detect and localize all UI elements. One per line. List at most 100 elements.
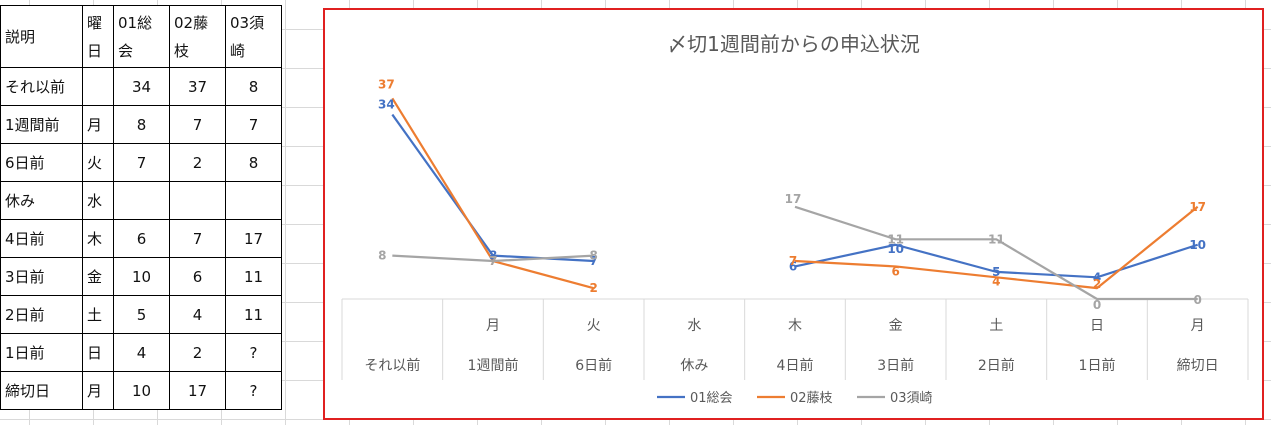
- table-cell[interactable]: [169, 181, 226, 220]
- table-cell[interactable]: 5: [113, 295, 170, 334]
- data-label: 37: [378, 77, 395, 91]
- table-cell[interactable]: それ以前: [0, 67, 83, 106]
- x-tick-label: 1日前: [1079, 357, 1116, 374]
- table-header-cell[interactable]: 説明: [0, 5, 83, 68]
- table-cell[interactable]: 4日前: [0, 219, 83, 258]
- table-cell[interactable]: 17: [225, 219, 282, 258]
- series-line-1: [391, 113, 594, 263]
- table-cell[interactable]: 木: [82, 219, 114, 258]
- table-row: 締切日月 10 17?: [0, 371, 282, 410]
- table-header-cell[interactable]: 曜日: [82, 5, 114, 68]
- table-cell[interactable]: ?: [225, 371, 282, 410]
- table-cell[interactable]: 3日前: [0, 257, 83, 296]
- series-line-1: [794, 243, 1199, 279]
- table-cell[interactable]: 2: [169, 143, 226, 182]
- table-cell[interactable]: 締切日: [0, 371, 83, 410]
- x-tick-label: 月: [486, 318, 500, 334]
- x-tick-label: 土: [989, 318, 1003, 334]
- table-cell[interactable]: 4: [169, 295, 226, 334]
- legend-label: 01総会: [690, 391, 733, 406]
- table-cell[interactable]: 日: [82, 333, 114, 372]
- x-tick-label: 2日前: [978, 357, 1015, 374]
- data-label: 11: [988, 232, 1005, 246]
- data-table: 説明 曜日 01総会 02藤枝 03須崎 それ以前 34 37 8 1週間前月 8 7 7 6日前火 7 2 8…: [0, 5, 282, 410]
- table-cell[interactable]: 7: [169, 105, 226, 144]
- table-cell[interactable]: 8: [225, 143, 282, 182]
- table-cell[interactable]: 金: [82, 257, 114, 296]
- data-label: 11: [887, 232, 904, 246]
- data-label: 17: [785, 192, 802, 206]
- x-tick-label: 日: [1090, 318, 1104, 334]
- table-cell[interactable]: 11: [225, 257, 282, 296]
- table-cell[interactable]: 2: [169, 333, 226, 372]
- table-cell[interactable]: 休み: [0, 181, 83, 220]
- table-cell[interactable]: 6: [169, 257, 226, 296]
- table-cell[interactable]: 10: [113, 257, 170, 296]
- data-label: 2: [589, 281, 597, 295]
- table-row: 1週間前月 8 7 7: [0, 105, 282, 144]
- table-cell[interactable]: 土: [82, 295, 114, 334]
- chart-title: 〆切1週間前からの申込状況: [667, 32, 920, 56]
- table-row: 2日前土 5 4 11: [0, 295, 282, 334]
- x-tick-label: 4日前: [777, 357, 814, 374]
- table-cell[interactable]: 7: [113, 143, 170, 182]
- data-label: 5: [992, 265, 1000, 279]
- table-cell[interactable]: 月: [82, 371, 114, 410]
- table-cell[interactable]: 2日前: [0, 295, 83, 334]
- data-label: 34: [378, 98, 395, 112]
- data-label: 7: [789, 254, 797, 268]
- table-cell[interactable]: 7: [169, 219, 226, 258]
- table-cell[interactable]: 7: [225, 105, 282, 144]
- table-cell[interactable]: 17: [169, 371, 226, 410]
- table-cell[interactable]: 4: [113, 333, 170, 372]
- table-cell[interactable]: 10: [113, 371, 170, 410]
- x-tick-label: 休み: [680, 358, 708, 374]
- data-label: 0: [1193, 293, 1201, 307]
- table-cell[interactable]: ?: [225, 333, 282, 372]
- table-header-cell[interactable]: 01総会: [113, 5, 170, 68]
- data-label: 8: [489, 249, 497, 263]
- table-row: 1日前日 4 2?: [0, 333, 282, 372]
- table-cell[interactable]: 8: [225, 67, 282, 106]
- data-label: 4: [992, 274, 1000, 288]
- x-tick-label: 火: [587, 318, 601, 334]
- data-label: 7: [489, 254, 497, 268]
- data-label: 7: [489, 254, 497, 268]
- table-cell[interactable]: 月: [82, 105, 114, 144]
- data-label: 8: [589, 249, 597, 263]
- table-header-cell[interactable]: 03須崎: [225, 5, 282, 68]
- table-cell[interactable]: [82, 67, 114, 106]
- data-label: 10: [887, 242, 904, 256]
- table-cell[interactable]: 1週間前: [0, 105, 83, 144]
- table-cell[interactable]: 6日前: [0, 143, 83, 182]
- table-cell[interactable]: 8: [113, 105, 170, 144]
- legend-label: 02藤枝: [790, 391, 833, 406]
- table-row: 4日前木 6 7 17: [0, 219, 282, 258]
- table-row: それ以前 34 37 8: [0, 67, 282, 106]
- legend-label: 03須崎: [890, 391, 933, 406]
- table-row: 3日前金 10 6 11: [0, 257, 282, 296]
- table-cell[interactable]: [225, 181, 282, 220]
- x-tick-label: 金: [889, 318, 903, 334]
- table-cell[interactable]: 37: [169, 67, 226, 106]
- table-header-cell[interactable]: 02藤枝: [169, 5, 226, 68]
- series-line-3: [392, 254, 594, 263]
- data-label: 4: [1093, 270, 1101, 284]
- table-cell[interactable]: [113, 181, 170, 220]
- table-cell[interactable]: 水: [82, 181, 114, 220]
- x-tick-label: それ以前: [364, 357, 420, 374]
- table-cell[interactable]: 火: [82, 143, 114, 182]
- chart-area[interactable]: 〆切1週間前からの申込状況 それ以前 月 1週間前 火 6日前 水休み 木 4日前 金 3日前 土 2…: [323, 8, 1264, 420]
- data-label: 0: [1093, 298, 1101, 312]
- table-cell[interactable]: 11: [225, 295, 282, 334]
- x-tick-label: 1週間前: [468, 357, 519, 374]
- data-label: 7: [589, 254, 597, 268]
- table-header-row: 説明 曜日 01総会 02藤枝 03須崎: [0, 5, 282, 68]
- table-cell[interactable]: 6: [113, 219, 170, 258]
- table-cell[interactable]: 1日前: [0, 333, 83, 372]
- table-cell[interactable]: 34: [113, 67, 170, 106]
- table-row: 休み水: [0, 181, 282, 220]
- x-tick-label: 3日前: [877, 357, 914, 374]
- data-label: 10: [1189, 238, 1206, 252]
